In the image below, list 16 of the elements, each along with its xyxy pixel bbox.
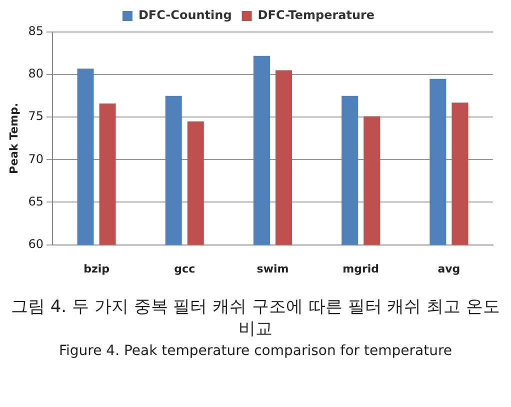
y-axis-title: Peak Temp. <box>7 102 20 174</box>
caption: 그림 4. 두 가지 중복 필터 캐쉬 구조에 따른 필터 캐쉬 최고 온도 비교 <box>10 296 500 340</box>
y-tick-label: 65 <box>28 194 44 208</box>
y-tick-label: 60 <box>28 236 44 251</box>
legend-label: DFC-Temperature <box>258 8 375 22</box>
legend-label: DFC-Counting <box>138 8 232 22</box>
caption: Figure 4. Peak temperature comparison for temperature <box>58 342 454 360</box>
x-tick-label: bzip <box>84 262 110 276</box>
y-tick-label: 85 <box>28 24 44 38</box>
x-tick-label: mgrid <box>342 262 380 276</box>
y-tick-label: 80 <box>28 66 44 81</box>
x-tick-label: gcc <box>174 262 196 276</box>
y-tick-label: 75 <box>28 109 44 124</box>
y-tick-label: 70 <box>28 152 44 166</box>
x-tick-label: swim <box>256 262 289 276</box>
x-tick-label: avg <box>438 262 460 276</box>
